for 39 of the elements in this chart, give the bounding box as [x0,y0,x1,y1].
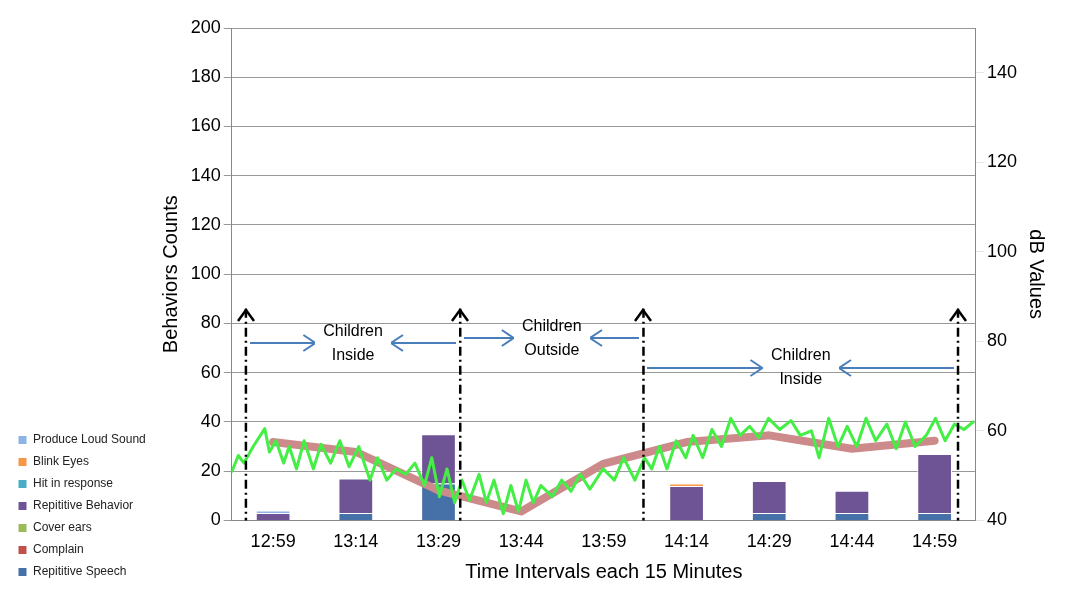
y-tick-label: 0 [210,509,221,530]
y-axis-title: Behaviors Counts [159,195,182,354]
y2-tick-label: 140 [986,61,1018,82]
annotation: Children Outside [522,316,582,358]
legend-label: Repititive Speech [33,564,127,579]
x-tick-label: 14:59 [912,531,958,552]
y-tick-label: 100 [190,263,221,284]
x-tick-label: 14:14 [664,531,710,552]
y2-tick-label: 100 [986,240,1018,261]
x-tick-label: 13:44 [498,531,544,552]
y-tick-label: 40 [200,410,221,431]
annotation: Children Inside [770,346,831,388]
y-tick-label: 180 [190,66,221,87]
x-tick-label: 14:44 [829,531,875,552]
y-tick-label: 80 [200,312,221,333]
annotation: Children Inside [323,321,383,363]
y2-tick-label: 60 [986,419,1007,440]
legend-label: Hit in response [33,476,114,491]
legend-label: Produce Loud Sound [33,432,146,447]
y-tick-label: 20 [200,460,221,481]
y-tick-label: 140 [190,164,221,185]
x-tick-label: 13:59 [581,531,627,552]
legend-label: Repititive Behavior [33,498,134,513]
y2-tick-label: 120 [986,151,1018,172]
y-tick-label: 120 [190,213,221,234]
y-tick-label: 160 [190,115,221,136]
x-tick-label: 12:59 [250,531,296,552]
legend-label: Complain [33,542,84,557]
x-tick-label: 14:29 [746,531,792,552]
y-tick-label: 60 [200,361,221,382]
x-tick-label: 13:14 [333,531,379,552]
y2-tick-label: 80 [986,330,1007,351]
y-tick-label: 200 [190,16,221,37]
legend-label: Cover ears [33,520,92,535]
legend-label: Blink Eyes [33,454,90,469]
x-axis-title: Time Intervals each 15 Minutes [465,559,743,582]
y2-tick-label: 40 [986,509,1007,530]
x-tick-label: 13:29 [415,531,462,552]
y2-axis-title: dB Values [1026,229,1049,320]
